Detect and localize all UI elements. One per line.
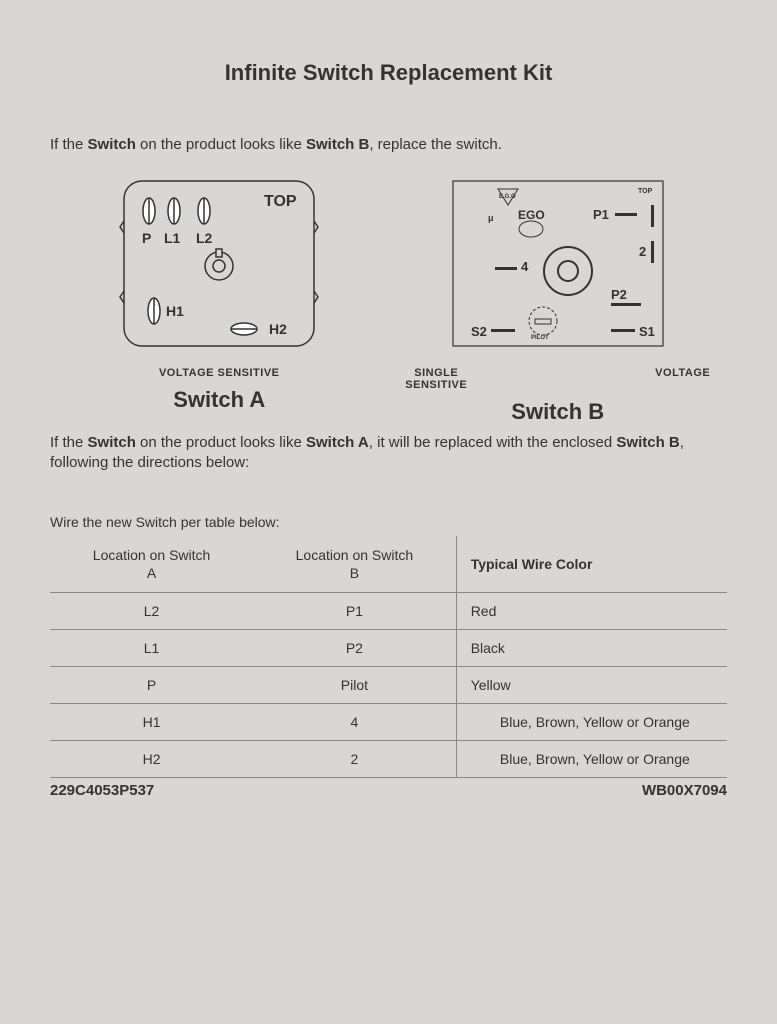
table-row: L2 P1 Red [50, 592, 727, 629]
table-row: L1 P2 Black [50, 629, 727, 666]
wire-table: Location on SwitchA Location on SwitchB … [50, 536, 727, 778]
svg-text:E.G.O: E.G.O [499, 194, 516, 200]
instruction-mid: If the Switch on the product looks like … [50, 433, 727, 474]
switch-b-caption-right: VOLTAGE [655, 367, 710, 391]
svg-text:L1: L1 [164, 230, 181, 246]
terminal-p-icon [143, 198, 155, 224]
svg-text:L2: L2 [196, 230, 213, 246]
switch-a-column: TOP P L1 L2 [57, 171, 382, 425]
svg-text:μ: μ [488, 213, 494, 223]
svg-text:2: 2 [639, 244, 646, 259]
page-title: Infinite Switch Replacement Kit [50, 60, 727, 86]
switch-b-name: Switch B [395, 399, 720, 425]
terminal-h2-icon [231, 323, 257, 335]
switch-a-name: Switch A [57, 387, 382, 413]
svg-text:S2: S2 [471, 324, 487, 339]
svg-text:H1: H1 [166, 303, 184, 319]
svg-text:TOP: TOP [638, 188, 653, 195]
diagram-row: TOP P L1 L2 [50, 171, 727, 425]
header-b: Location on SwitchB [253, 536, 456, 593]
switch-a-top-label: TOP [264, 193, 297, 210]
svg-text:P: P [142, 230, 151, 246]
svg-text:EGO: EGO [518, 208, 545, 222]
switch-a-diagram: TOP P L1 L2 [114, 171, 324, 361]
svg-text:H2: H2 [269, 321, 287, 337]
footer-left: 229C4053P537 [50, 782, 154, 799]
table-row: H2 2 Blue, Brown, Yellow or Orange [50, 740, 727, 777]
table-caption: Wire the new Switch per table below: [50, 514, 727, 530]
switch-b-diagram: TOP E.G.O EGO μ P1 2 4 [443, 171, 673, 361]
instruction-top: If the Switch on the product looks like … [50, 136, 727, 153]
terminal-h1-icon [148, 298, 160, 324]
switch-a-caption: VOLTAGE SENSITIVE [57, 367, 382, 379]
switch-b-caption-left: SINGLESENSITIVE [405, 367, 467, 391]
table-header-row: Location on SwitchA Location on SwitchB … [50, 536, 727, 593]
svg-text:4: 4 [521, 259, 529, 274]
table-row: P Pilot Yellow [50, 666, 727, 703]
header-c: Typical Wire Color [456, 536, 727, 593]
switch-b-column: TOP E.G.O EGO μ P1 2 4 [395, 171, 720, 425]
svg-text:P2: P2 [611, 287, 627, 302]
svg-text:PILOT: PILOT [531, 335, 549, 341]
table-row: H1 4 Blue, Brown, Yellow or Orange [50, 703, 727, 740]
terminal-l2-icon [198, 198, 210, 224]
svg-text:S1: S1 [639, 324, 655, 339]
header-a: Location on SwitchA [50, 536, 253, 593]
svg-text:P1: P1 [593, 207, 609, 222]
footer-row: 229C4053P537 WB00X7094 [50, 782, 727, 799]
terminal-l1-icon [168, 198, 180, 224]
footer-right: WB00X7094 [642, 782, 727, 799]
